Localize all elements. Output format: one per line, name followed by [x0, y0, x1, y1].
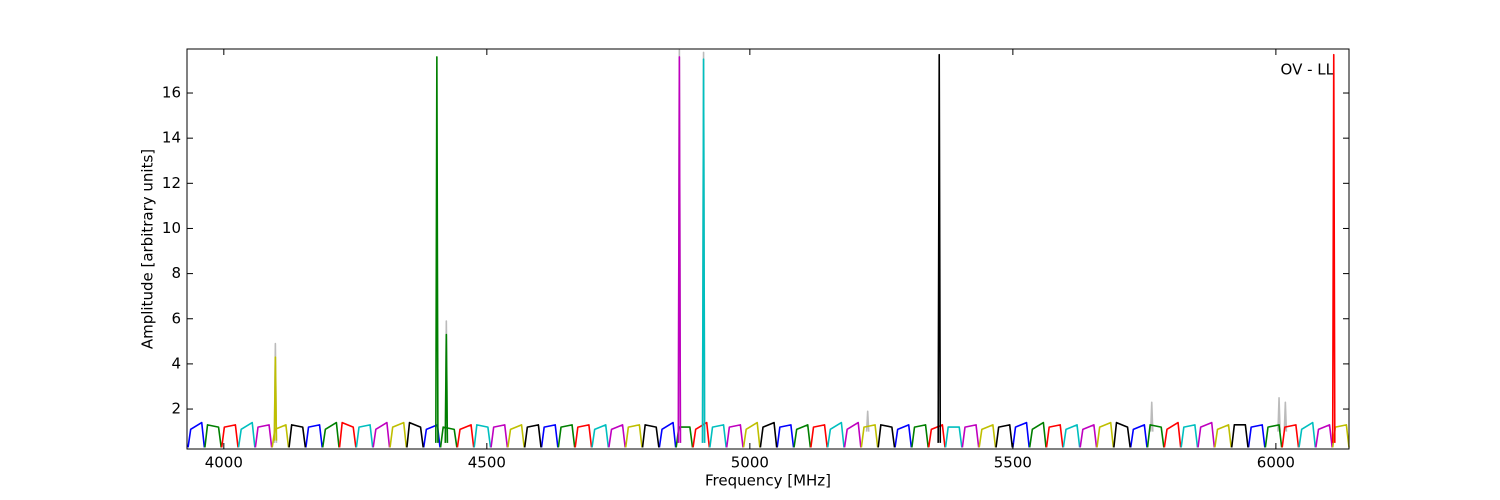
series-line [701, 58, 706, 443]
series-line [271, 421, 1350, 448]
x-tick-label: 4000 [205, 454, 243, 472]
series-line [677, 56, 682, 443]
y-tick-label: 14 [162, 129, 181, 147]
series-line [1331, 53, 1336, 443]
series-line [220, 421, 1300, 448]
x-tick-label: 6000 [1257, 454, 1295, 472]
x-tick-label: 4500 [468, 454, 506, 472]
series-line [204, 421, 1283, 448]
series-line [237, 421, 1317, 448]
y-tick-label: 16 [162, 84, 181, 102]
plot-frame [186, 48, 1350, 450]
series-line [288, 421, 1249, 448]
x-tick-label: 5000 [731, 454, 769, 472]
series-line [273, 49, 1288, 443]
y-tick-label: 10 [162, 219, 181, 237]
series-line [937, 53, 942, 443]
x-axis-label: Frequency [MHz] [705, 472, 831, 490]
y-tick-label: 12 [162, 174, 181, 192]
series-line [273, 356, 278, 441]
annotation: OV - LL [1281, 61, 1335, 79]
y-tick-label: 8 [171, 264, 181, 282]
y-axis-label: Amplitude [arbitrary units] [139, 149, 157, 349]
y-tick-label: 6 [171, 309, 181, 327]
series-line [435, 56, 449, 443]
y-tick-label: 4 [171, 354, 181, 372]
series-line [254, 421, 1333, 448]
series-line [187, 421, 1266, 448]
y-tick-label: 2 [171, 400, 181, 418]
x-tick-label: 5500 [994, 454, 1032, 472]
